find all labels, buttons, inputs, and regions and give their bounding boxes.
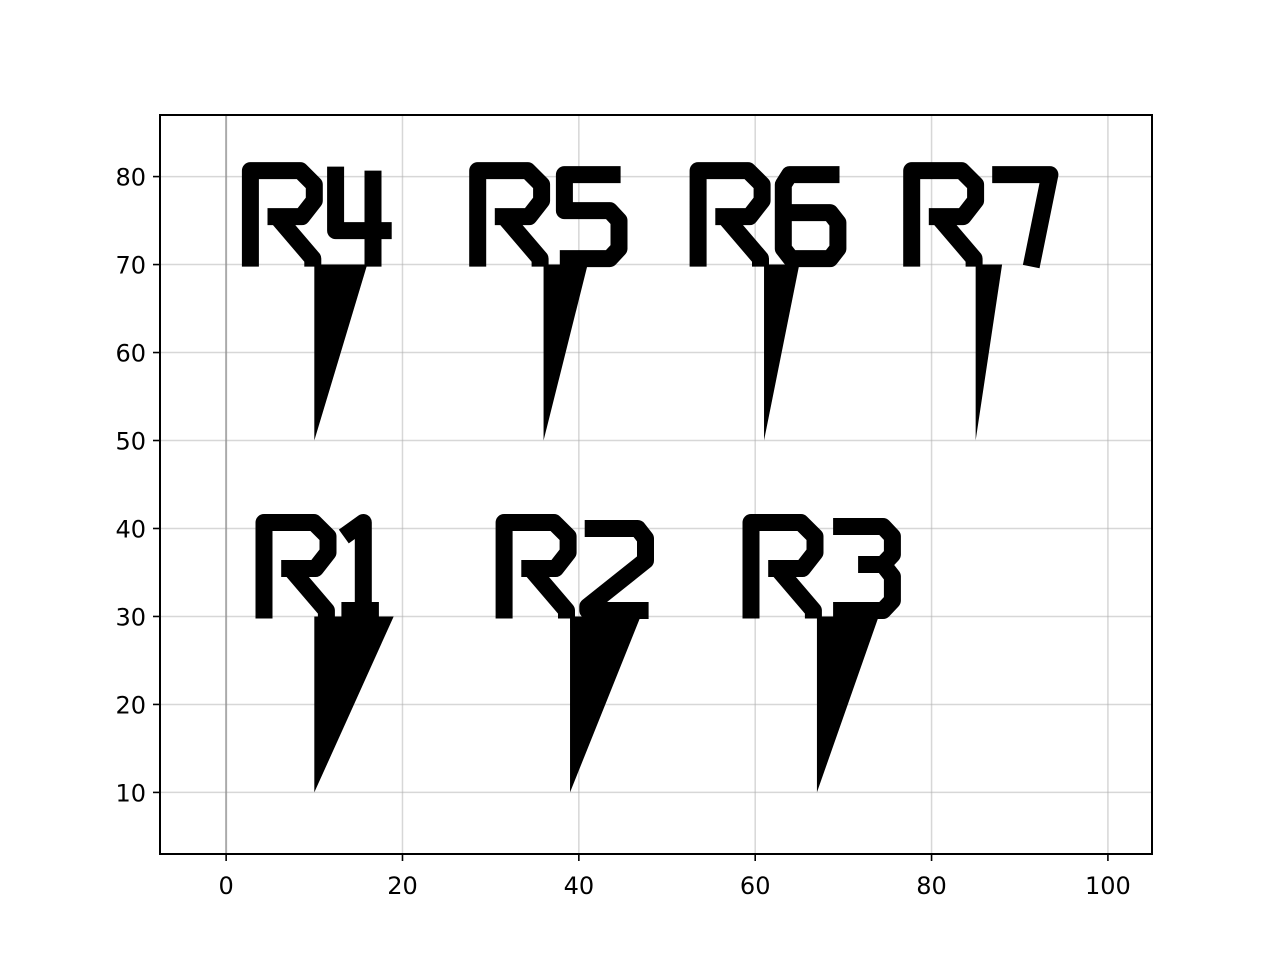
label-glyph-2 [579,520,654,619]
y-tick-label: 80 [115,164,146,192]
marker-r1: R1 [255,514,394,793]
y-axis: 10 20 30 40 50 60 70 80 [115,164,160,807]
marker-label: R4 [241,162,392,268]
markers: R1 R2 R3 R4 R5 R6 R7 [241,162,1059,793]
marker-label: R6 [689,162,847,268]
x-tick-label: 0 [218,872,233,900]
label-glyph-r [469,162,551,268]
y-tick-label: 10 [115,779,146,807]
y-tick-label: 50 [115,428,146,456]
marker-r5: R5 [469,162,628,441]
label-glyph-r [742,514,824,619]
label-glyph-6 [774,166,847,268]
x-tick-label: 40 [564,872,595,900]
label-glyph-r [689,162,771,268]
label-glyph-4 [327,166,392,267]
label-glyph-r [903,162,985,268]
x-tick-label: 80 [916,872,947,900]
label-glyph-5 [555,166,628,268]
marker-label: R1 [255,514,379,619]
plot-frame [159,114,1153,855]
y-tick-label: 70 [115,252,146,280]
marker-label: R2 [495,514,654,619]
plot-area [160,115,1152,854]
marker-r4: R4 [241,162,392,441]
label-glyph-1 [338,514,379,619]
marker-stem [314,616,394,793]
x-tick-label: 60 [740,872,771,900]
marker-stem [570,616,641,793]
label-glyph-7 [992,166,1059,269]
y-tick-label: 40 [115,515,146,543]
y-tick-label: 60 [115,340,146,368]
label-glyph-r [495,514,577,619]
label-glyph-r [255,514,337,619]
marker-r7: R7 [903,162,1059,441]
x-axis: 0 20 40 60 80 100 [218,854,1131,900]
marker-r6: R6 [689,162,847,441]
x-tick-label: 20 [387,872,418,900]
label-glyph-3 [833,518,901,619]
label-glyph-r [241,162,323,268]
marker-stem [543,264,588,441]
marker-r3: R3 [742,514,901,793]
marker-stem [816,616,879,793]
marker-stem [975,264,1003,441]
x-tick-label: 100 [1085,872,1131,900]
marker-label: R7 [903,162,1059,269]
marker-label: R3 [742,514,901,619]
marker-label: R5 [469,162,628,268]
y-tick-label: 30 [115,603,146,631]
marker-r2: R2 [495,514,654,793]
marker-stem [764,264,800,441]
y-tick-label: 20 [115,691,146,719]
marker-stem [314,264,368,441]
